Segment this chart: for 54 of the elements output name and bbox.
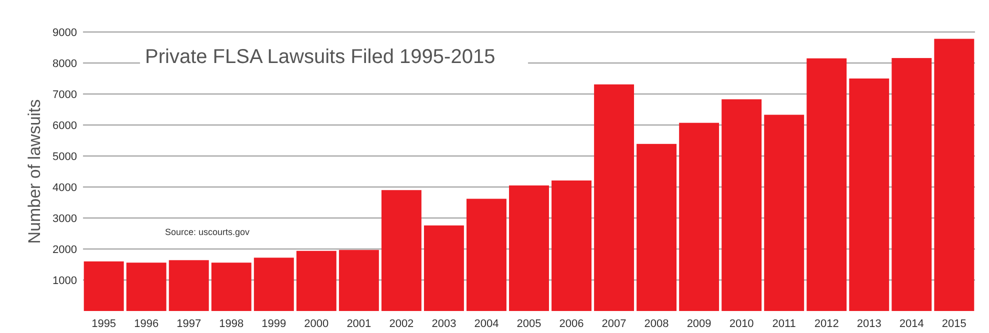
bar: [84, 261, 124, 311]
text: Private FLSA Lawsuits Filed 1995-2015: [145, 46, 496, 68]
bar: [296, 250, 336, 311]
y-tick-label: 2000: [52, 244, 77, 256]
y-tick-label: 1000: [52, 274, 77, 287]
bar: [892, 58, 932, 311]
bar: [934, 38, 974, 311]
x-tick-label: 2013: [856, 318, 882, 330]
bar: [424, 225, 464, 311]
x-tick-label: 2002: [389, 318, 414, 330]
x-tick-label: 2010: [729, 318, 754, 330]
y-tick-label: 6000: [52, 120, 77, 132]
x-tick-label: 2004: [474, 318, 499, 330]
x-tick-label: 2006: [559, 318, 584, 330]
bar: [764, 114, 804, 311]
bar: [211, 262, 252, 311]
x-tick-label: 2014: [899, 318, 924, 330]
bar: [126, 262, 166, 311]
bar: [679, 122, 720, 311]
y-tick-label: 7000: [52, 88, 77, 101]
bar: [636, 144, 677, 311]
x-tick-label: 2005: [516, 318, 542, 330]
x-tick-label: 1995: [92, 318, 116, 330]
x-tick-label: 1998: [219, 318, 244, 330]
x-tick-label: 2012: [814, 318, 839, 330]
bar: [594, 84, 634, 311]
x-tick-label: 2011: [772, 318, 796, 330]
x-tick-label: 2007: [602, 318, 626, 330]
x-tick-label: 2000: [304, 318, 329, 330]
x-tick-label: 2008: [644, 318, 669, 330]
x-tick-label: 2003: [432, 318, 456, 330]
y-tick-label: 3000: [52, 212, 77, 225]
x-tick-label: 2009: [686, 318, 712, 330]
bar: [806, 58, 847, 311]
y-tick-label: 4000: [52, 182, 77, 194]
annotation: Source: uscourts.gov: [165, 227, 250, 237]
bar: [509, 185, 549, 311]
y-tick-label: 9000: [52, 26, 77, 39]
bar: [254, 258, 294, 311]
y-axis-title: Number of lawsuits: [25, 99, 44, 244]
x-tick-label: 1999: [262, 318, 286, 330]
x-tick-label: 1996: [134, 318, 159, 330]
bar: [722, 99, 762, 311]
bar: [168, 260, 209, 311]
bar: [849, 78, 890, 311]
bar: [381, 190, 422, 311]
y-tick-label: 5000: [52, 150, 77, 163]
bar: [466, 198, 506, 311]
bar: [338, 250, 379, 311]
x-tick-label: 2015: [942, 318, 966, 330]
y-tick-label: 8000: [52, 58, 77, 70]
x-tick-label: 2001: [346, 318, 372, 330]
bar: [552, 180, 592, 311]
x-tick-label: 1997: [176, 318, 202, 330]
